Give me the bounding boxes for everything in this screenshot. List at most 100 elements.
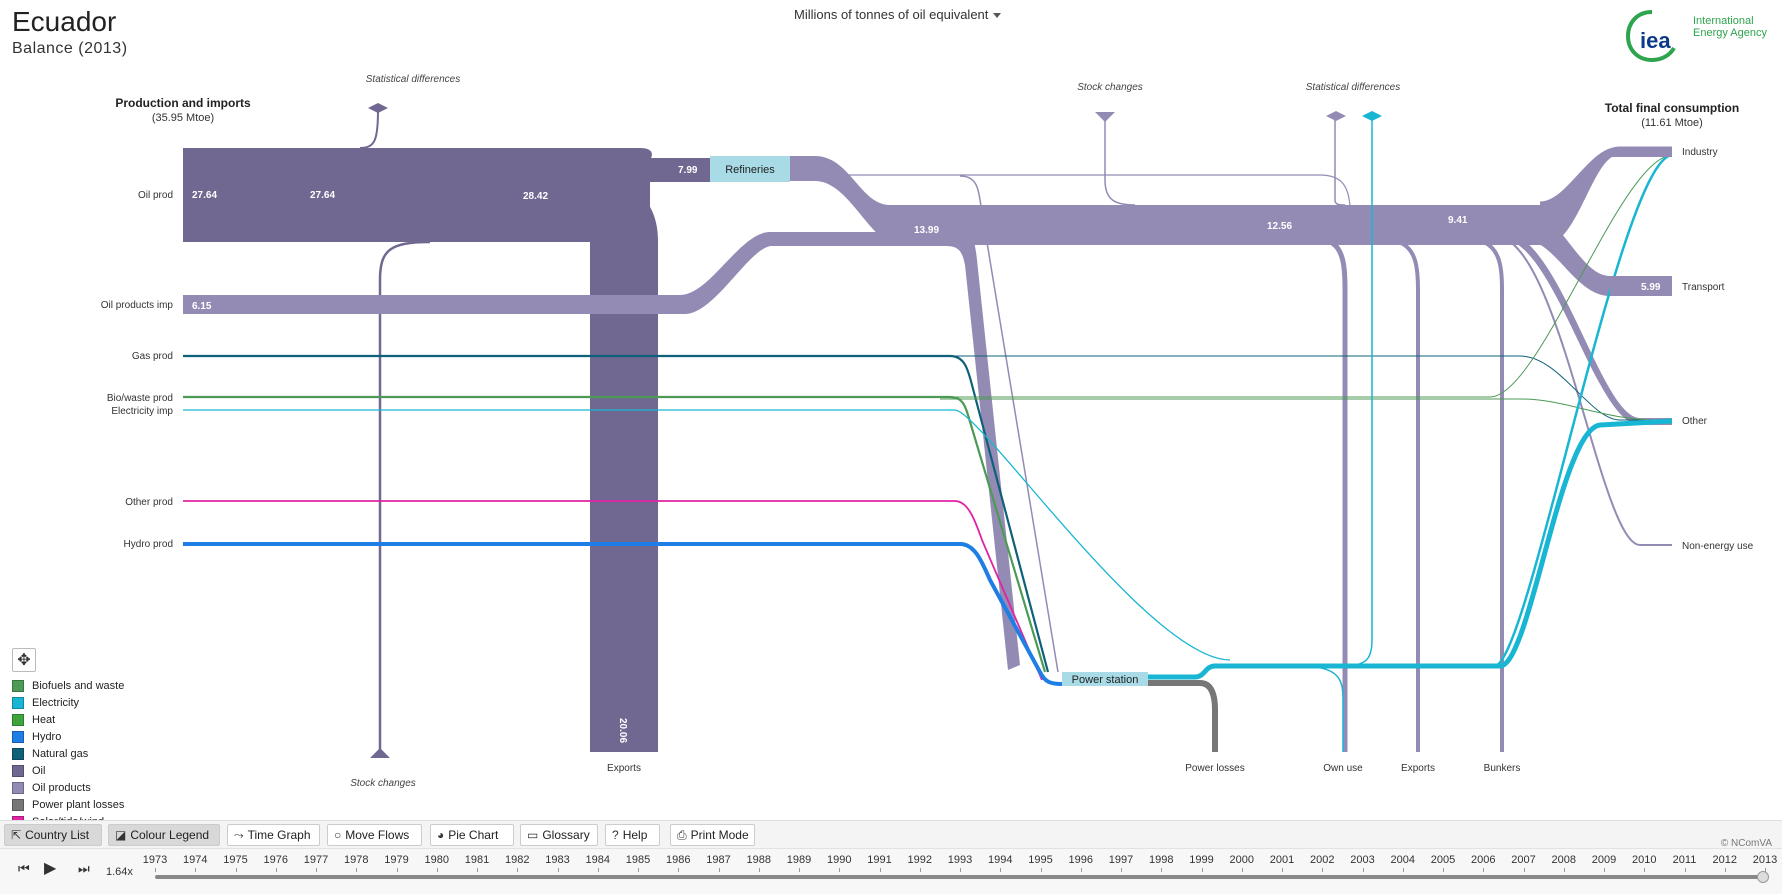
flow-biowaste-other[interactable] — [940, 398, 1673, 422]
flow-refinery-thin[interactable] — [790, 174, 1351, 206]
stat-diff-left-marker[interactable] — [368, 103, 388, 113]
step-forward-button[interactable]: ⏭ — [78, 861, 90, 877]
year-label[interactable]: 1992 — [907, 854, 932, 866]
year-label[interactable]: 1977 — [303, 854, 329, 866]
year-label[interactable]: 1998 — [1149, 854, 1174, 866]
year-label[interactable]: 1982 — [505, 854, 530, 866]
sink-industry[interactable]: Industry — [1682, 147, 1718, 158]
help-button[interactable]: ? Help — [605, 824, 660, 846]
flow-oil-to-power[interactable] — [959, 175, 1059, 673]
playback-speed[interactable]: 1.64x — [106, 866, 133, 878]
year-label[interactable]: 1984 — [585, 854, 610, 866]
year-label[interactable]: 2008 — [1551, 854, 1576, 866]
source-biowaste-prod[interactable]: Bio/waste prod — [107, 393, 173, 404]
sink-transport[interactable]: Transport — [1682, 282, 1725, 293]
year-label[interactable]: 2012 — [1712, 854, 1737, 866]
year-label[interactable]: 1979 — [384, 854, 409, 866]
move-flows-handle[interactable]: ✥ — [12, 648, 36, 672]
flow-oil-exports[interactable] — [520, 175, 658, 752]
flow-gas-other[interactable] — [950, 355, 1672, 421]
legend-item[interactable]: Biofuels and waste — [12, 677, 124, 694]
flow-transport[interactable] — [1500, 212, 1672, 296]
flow-electricity-industry[interactable] — [1494, 153, 1673, 668]
year-label[interactable]: 1994 — [988, 854, 1013, 866]
stat-diff-top-marker-1[interactable] — [1326, 111, 1346, 121]
legend-item[interactable]: Heat — [12, 711, 124, 728]
legend-item[interactable]: Oil — [12, 762, 124, 779]
industry-sink[interactable] — [1660, 147, 1672, 157]
source-hydro-prod[interactable]: Hydro prod — [124, 539, 173, 550]
play-button[interactable]: ▶ — [44, 858, 56, 878]
stat-diff-top-marker-2[interactable] — [1362, 111, 1382, 121]
source-oil-prod[interactable]: Oil prod — [138, 190, 173, 201]
flow-power-losses[interactable] — [1148, 680, 1218, 752]
legend-item[interactable]: Electricity — [12, 694, 124, 711]
year-label[interactable]: 1976 — [263, 854, 288, 866]
step-back-button[interactable]: ⏮ — [18, 861, 30, 877]
year-label[interactable]: 2005 — [1430, 854, 1456, 866]
year-label[interactable]: 2006 — [1471, 854, 1496, 866]
year-label[interactable]: 1983 — [545, 854, 570, 866]
year-label[interactable]: 1989 — [786, 854, 812, 866]
year-label[interactable]: 1990 — [827, 854, 852, 866]
year-label[interactable]: 1973 — [142, 854, 168, 866]
year-label[interactable]: 2004 — [1390, 854, 1415, 866]
year-label[interactable]: 1991 — [867, 854, 892, 866]
legend-item[interactable]: Power plant losses — [12, 796, 124, 813]
sink-non-energy-use[interactable]: Non-energy use — [1682, 541, 1754, 552]
flow-own-use[interactable] — [1299, 233, 1348, 752]
pie-chart-button[interactable]: ◕ Pie Chart — [430, 824, 514, 846]
year-label[interactable]: 1975 — [223, 854, 248, 866]
flow-other-prod[interactable] — [183, 500, 1043, 681]
flow-stock-changes-top[interactable] — [1104, 118, 1136, 206]
year-label[interactable]: 1985 — [625, 854, 651, 866]
flow-refinery-output[interactable] — [790, 150, 1672, 245]
timeline-thumb[interactable] — [1757, 871, 1769, 883]
flow-stat-diff-left[interactable] — [359, 109, 379, 149]
node-refineries[interactable] — [710, 156, 790, 182]
year-label[interactable]: 1999 — [1189, 854, 1214, 866]
node-power-station[interactable] — [1062, 672, 1148, 686]
source-oil-products-imp[interactable]: Oil products imp — [101, 300, 174, 311]
year-label[interactable]: 1993 — [947, 854, 973, 866]
flow-stat-diff-electricity[interactable] — [1349, 118, 1373, 667]
year-label[interactable]: 2001 — [1269, 854, 1295, 866]
flow-hydro-prod[interactable] — [183, 542, 1063, 686]
sink-other[interactable]: Other — [1682, 416, 1708, 427]
flow-stock-changes-left[interactable] — [378, 240, 431, 752]
time-graph-button[interactable]: ⤳ Time Graph — [227, 824, 320, 846]
flow-industry[interactable] — [1539, 146, 1672, 209]
colour-legend-button[interactable]: ◪ Colour Legend — [108, 824, 220, 846]
stock-changes-bottom-marker[interactable] — [370, 748, 390, 758]
move-flows-button[interactable]: ○ Move Flows — [327, 824, 422, 846]
year-label[interactable]: 2010 — [1632, 854, 1657, 866]
country-list-button[interactable]: ⇱ Country List — [4, 824, 102, 846]
year-label[interactable]: 1988 — [746, 854, 771, 866]
source-gas-prod[interactable]: Gas prod — [132, 351, 173, 362]
timeline-track[interactable] — [155, 875, 1765, 879]
year-label[interactable]: 1981 — [464, 854, 490, 866]
legend-item[interactable]: Hydro — [12, 728, 124, 745]
year-label[interactable]: 1987 — [706, 854, 731, 866]
year-label[interactable]: 1980 — [424, 854, 449, 866]
print-mode-button[interactable]: ⎙ Print Mode — [670, 824, 755, 846]
year-label[interactable]: 2003 — [1350, 854, 1375, 866]
flow-electricity-out[interactable] — [1148, 418, 1673, 680]
flow-electricity-imp[interactable] — [183, 409, 1231, 661]
flow-exports-products[interactable] — [1369, 236, 1420, 752]
year-label[interactable]: 2000 — [1229, 854, 1254, 866]
transport-sink[interactable] — [1610, 276, 1672, 296]
source-electricity-imp[interactable]: Electricity imp — [111, 406, 173, 417]
year-label[interactable]: 2007 — [1511, 854, 1536, 866]
unit-selector[interactable]: Millions of tonnes of oil equivalent — [794, 7, 1002, 22]
stock-changes-top-marker[interactable] — [1095, 112, 1115, 122]
year-label[interactable]: 2002 — [1310, 854, 1335, 866]
flow-oil-refineries[interactable] — [560, 158, 710, 182]
glossary-button[interactable]: ▭ Glossary — [520, 824, 598, 846]
flow-electricity-own-use[interactable] — [1299, 665, 1344, 752]
year-label[interactable]: 1978 — [344, 854, 369, 866]
legend-item[interactable]: Oil products — [12, 779, 124, 796]
flow-bunkers[interactable] — [1439, 233, 1504, 752]
year-label[interactable]: 2009 — [1591, 854, 1617, 866]
year-label[interactable]: 1986 — [666, 854, 691, 866]
